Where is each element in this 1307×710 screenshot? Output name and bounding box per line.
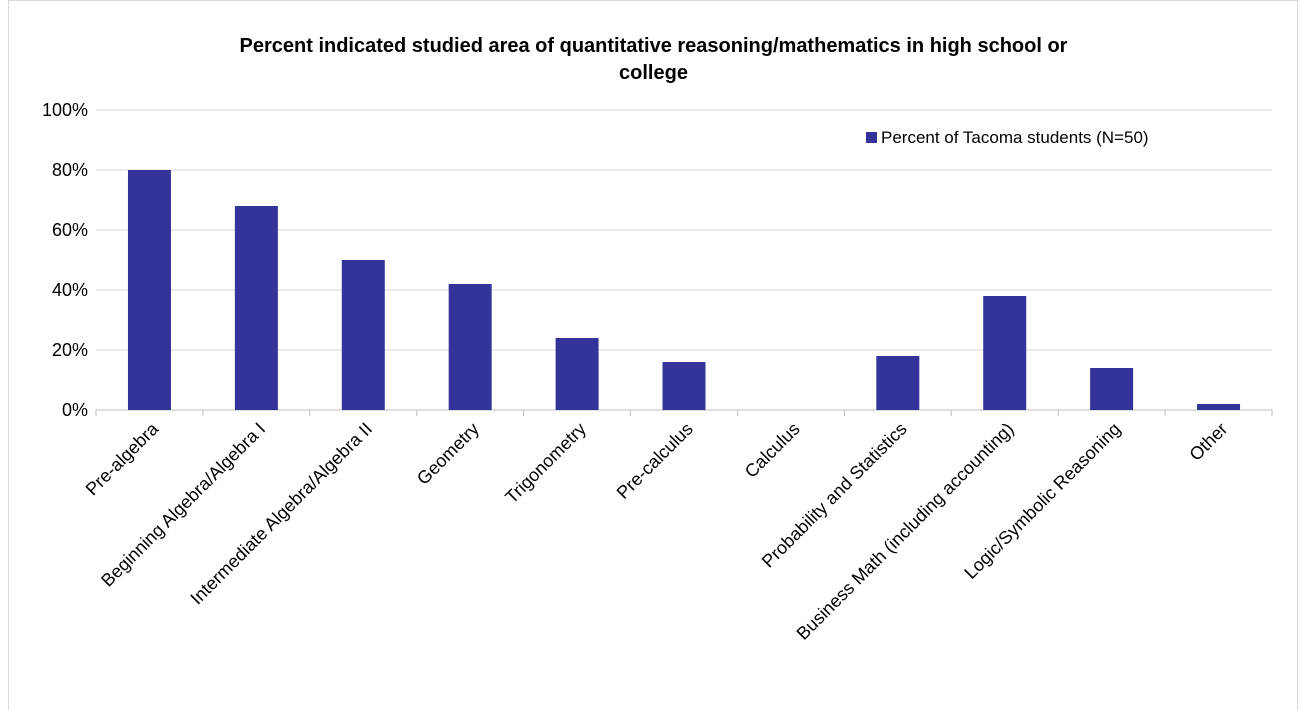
bar — [341, 260, 385, 410]
bar — [234, 206, 278, 410]
x-tick-label: Intermediate Algebra/Algebra II — [186, 419, 376, 609]
bar — [127, 170, 171, 410]
bar — [983, 296, 1027, 410]
bar — [662, 362, 706, 410]
x-tick-label: Calculus — [741, 419, 804, 482]
x-tick-label: Other — [1185, 419, 1231, 465]
chart-frame — [8, 0, 1298, 710]
y-tick-label: 60% — [52, 220, 88, 240]
bar — [448, 284, 492, 410]
legend-label: Percent of Tacoma students (N=50) — [881, 128, 1149, 147]
y-tick-label: 0% — [62, 400, 88, 420]
y-tick-label: 20% — [52, 340, 88, 360]
bar — [1090, 368, 1134, 410]
chart-title: Percent indicated studied area of quanti… — [0, 33, 1307, 87]
y-tick-label: 40% — [52, 280, 88, 300]
y-tick-label: 100% — [42, 100, 88, 120]
legend-swatch — [866, 132, 877, 143]
bar — [1197, 404, 1241, 410]
x-tick-label: Pre-algebra — [82, 418, 163, 499]
x-tick-label: Geometry — [413, 419, 483, 489]
y-tick-label: 80% — [52, 160, 88, 180]
bar — [555, 338, 599, 410]
bar — [876, 356, 920, 410]
x-tick-label: Trigonometry — [501, 419, 590, 508]
chart-title-line-2: college — [619, 62, 688, 84]
x-tick-label: Pre-calculus — [613, 419, 697, 503]
x-tick-label: Business Math (including accounting) — [793, 419, 1018, 644]
chart-title-line-1: Percent indicated studied area of quanti… — [239, 35, 1068, 57]
